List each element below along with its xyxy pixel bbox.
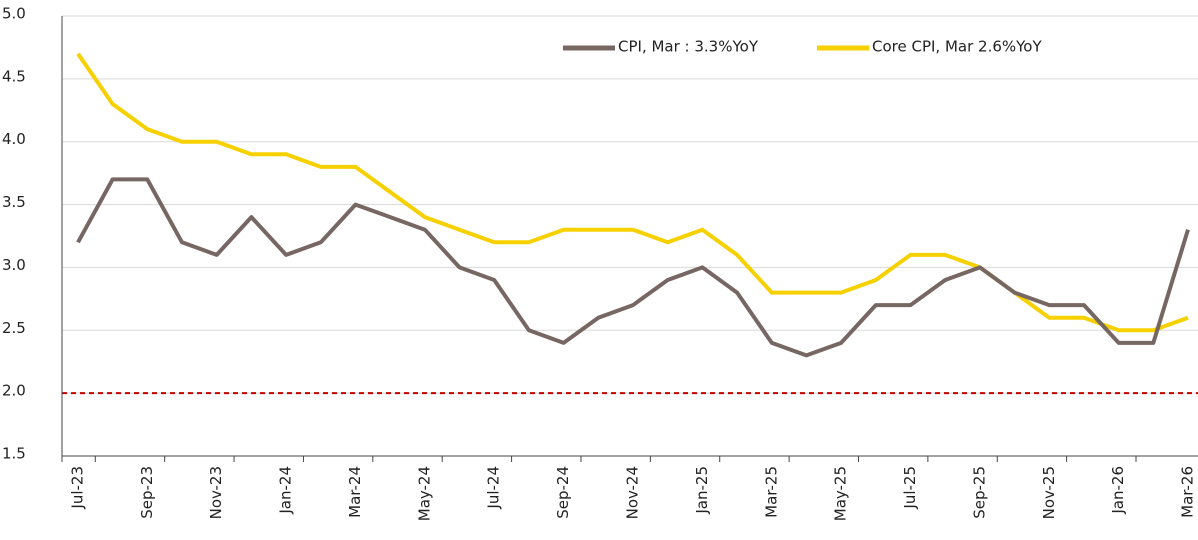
y-tick-label: 3.0	[2, 256, 26, 274]
y-tick-label: 3.5	[2, 193, 26, 211]
x-tick-label: Mar-26	[1179, 466, 1197, 518]
series-line	[76, 52, 1189, 333]
x-tick-label: Jul-23	[68, 466, 86, 510]
x-tick-label: Sep-25	[970, 466, 988, 519]
y-tick-label: 2.0	[2, 382, 26, 400]
x-tick-label: Jan-25	[693, 466, 711, 515]
y-tick-label: 1.5	[2, 445, 26, 463]
x-tick-label: Sep-24	[554, 466, 572, 519]
legend-label: Core CPI, Mar 2.6%YoY	[872, 38, 1042, 56]
x-tick-label: May-25	[832, 466, 850, 521]
x-tick-label: Sep-23	[138, 466, 156, 519]
series-line	[76, 177, 1190, 358]
x-tick-label: Jan-24	[277, 466, 295, 515]
x-tick-label: Jul-25	[901, 466, 919, 510]
x-tick-label: Nov-25	[1040, 466, 1058, 519]
x-tick-label: Jan-26	[1109, 466, 1127, 515]
x-tick-label: May-24	[415, 466, 433, 521]
y-tick-label: 4.5	[2, 67, 26, 85]
y-tick-label: 2.5	[2, 319, 26, 337]
y-tick-label: 5.0	[2, 5, 26, 23]
x-tick-label: Mar-25	[762, 466, 780, 518]
legend-label: CPI, Mar : 3.3%YoY	[618, 38, 759, 56]
x-tick-label: Nov-24	[623, 466, 641, 519]
x-tick-label: Mar-24	[346, 466, 364, 518]
y-tick-label: 4.0	[2, 130, 26, 148]
x-tick-label: Jul-24	[485, 466, 503, 510]
x-tick-label: Nov-23	[207, 466, 225, 519]
